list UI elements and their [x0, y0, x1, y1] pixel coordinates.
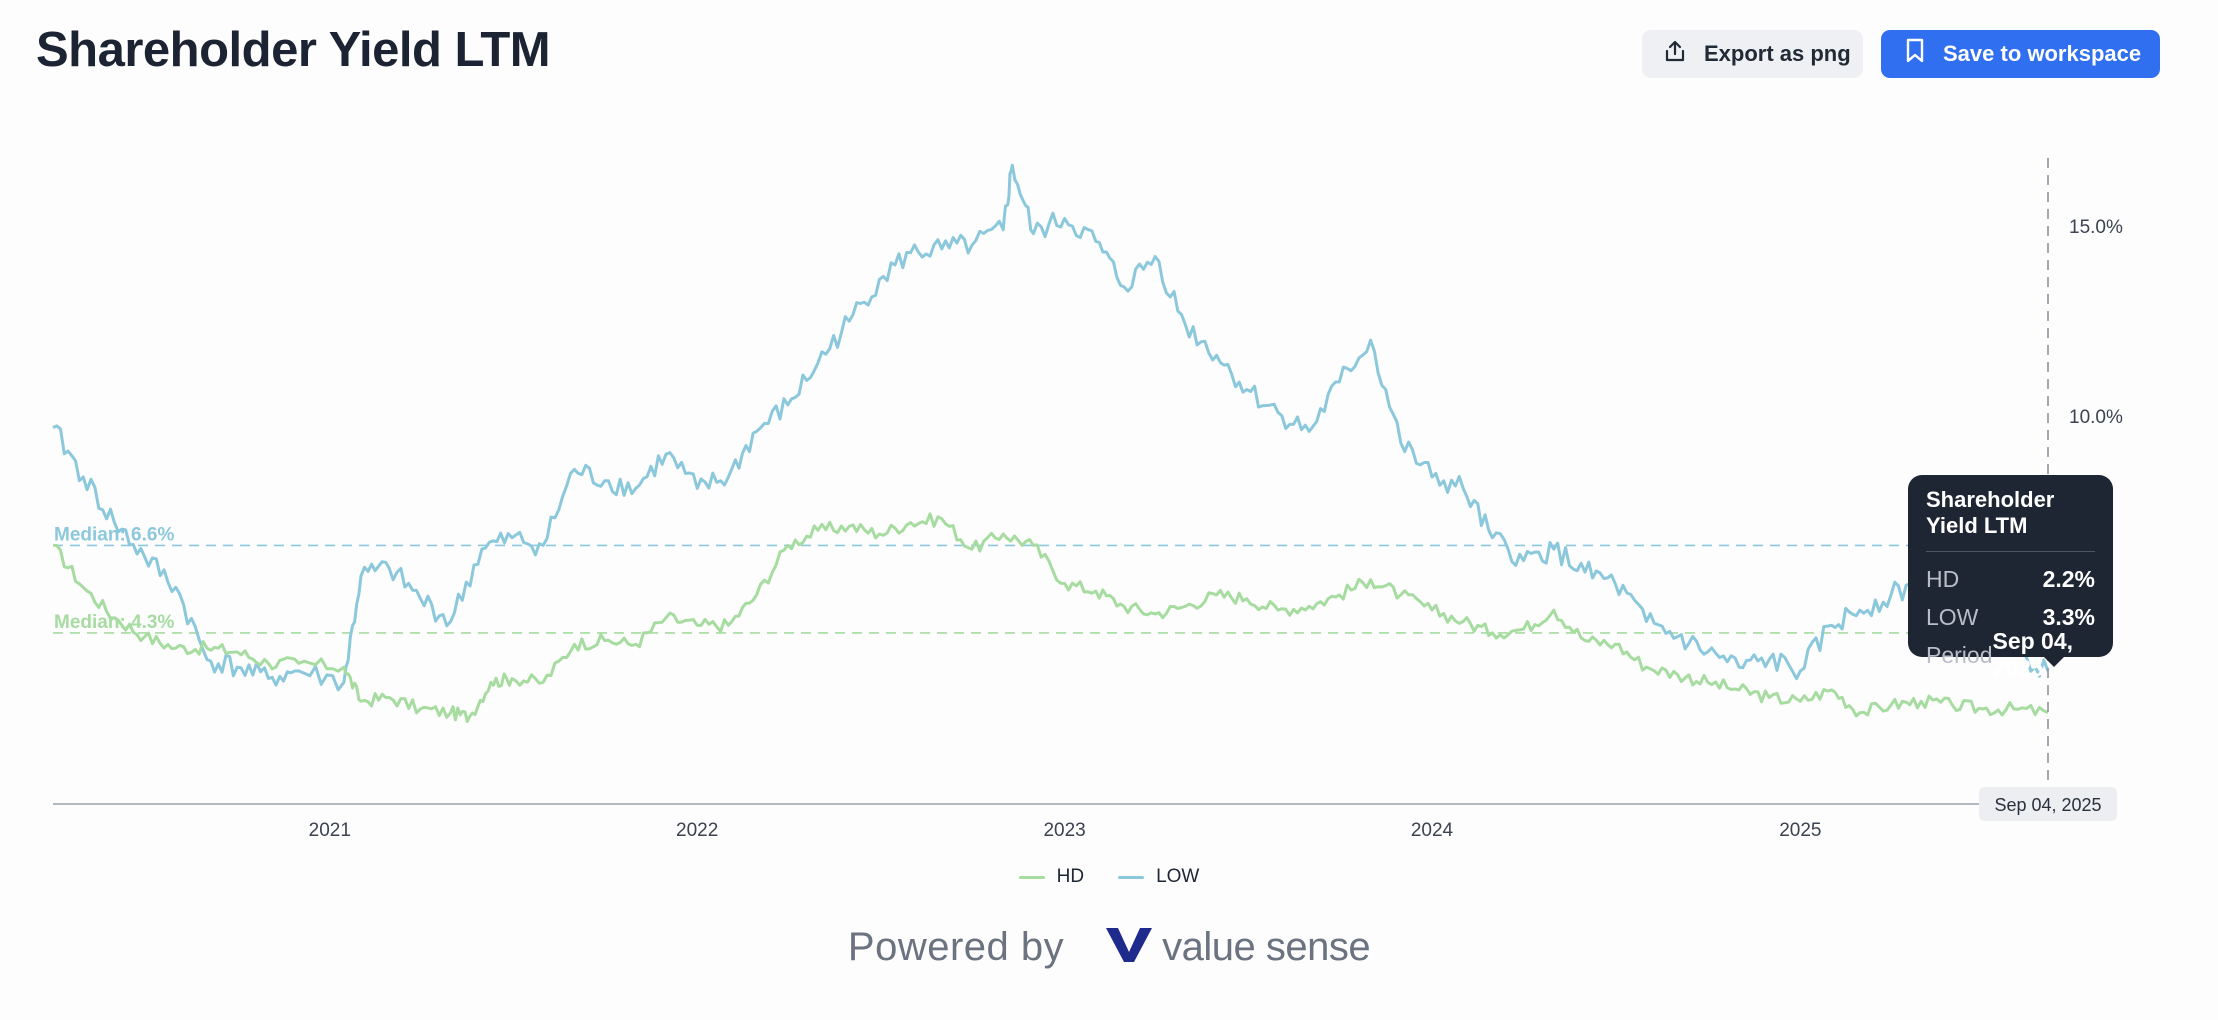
median-label-low: Median: 6.6% — [54, 524, 174, 545]
save-to-workspace-button[interactable]: Save to workspace — [1881, 30, 2160, 78]
tooltip-value: Sep 04, 2025 — [1992, 628, 2074, 681]
share-icon — [1664, 39, 1704, 69]
export-png-label: Export as png — [1704, 41, 1851, 66]
x-tick-label: 2021 — [309, 820, 351, 841]
save-to-workspace-label: Save to workspace — [1943, 41, 2142, 66]
tooltip-title: Shareholder Yield LTM — [1926, 487, 2095, 552]
y-tick-label: 15.0% — [2069, 217, 2123, 238]
x-tick-label: 2025 — [1779, 820, 1821, 841]
x-tick-label: 2022 — [676, 820, 718, 841]
bookmark-icon — [1905, 38, 1943, 70]
page-title: Shareholder Yield LTM — [36, 23, 551, 77]
value-sense-logo-icon — [1104, 926, 1154, 969]
legend-label-low: LOW — [1156, 866, 1200, 887]
powered-by-label: Powered by — [847, 925, 1065, 969]
tooltip-value: 2.2% — [2042, 565, 2095, 592]
brand-name: value sense — [1162, 925, 1371, 969]
crosshair-label-bg — [1979, 787, 2117, 821]
legend-item-hd[interactable]: HD — [1018, 866, 1085, 888]
x-tick-label: 2024 — [1411, 820, 1454, 841]
brand-logo: value sense — [1104, 925, 1371, 970]
tooltip-row-hd: HD 2.2% — [1926, 560, 2095, 598]
tooltip-row-period: Period Sep 04, 2025 — [1926, 628, 2095, 681]
tooltip-row-low: LOW 3.3% — [1926, 598, 2095, 636]
chart-legend: HD LOW — [0, 866, 2218, 888]
powered-by-footer: Powered by value sense — [0, 925, 2218, 970]
x-tick-label: 2023 — [1043, 820, 1085, 841]
tooltip-value: 3.3% — [2042, 603, 2095, 630]
legend-item-low[interactable]: LOW — [1118, 866, 1199, 888]
export-png-button[interactable]: Export as png — [1642, 30, 1863, 78]
tooltip-key: HD — [1926, 565, 1960, 592]
y-tick-label: 10.0% — [2069, 407, 2123, 428]
shareholder-yield-chart[interactable]: 10.0% 15.0% 2021 2022 2023 2024 2025 Median: 4.… — [0, 140, 2218, 860]
legend-swatch-low — [1118, 875, 1145, 879]
tooltip-key: Period — [1926, 641, 1993, 668]
crosshair-label: Sep 04, 2025 — [1994, 795, 2101, 815]
legend-label-hd: HD — [1056, 866, 1085, 887]
series-line-low — [52, 163, 2050, 692]
series-line-hd — [52, 512, 2049, 723]
legend-swatch-hd — [1018, 875, 1045, 879]
chart-tooltip: Shareholder Yield LTM HD 2.2% LOW 3.3% P… — [1908, 475, 2113, 681]
tooltip-key: LOW — [1926, 603, 1979, 630]
median-label-hd: Median: 4.3% — [54, 612, 174, 633]
